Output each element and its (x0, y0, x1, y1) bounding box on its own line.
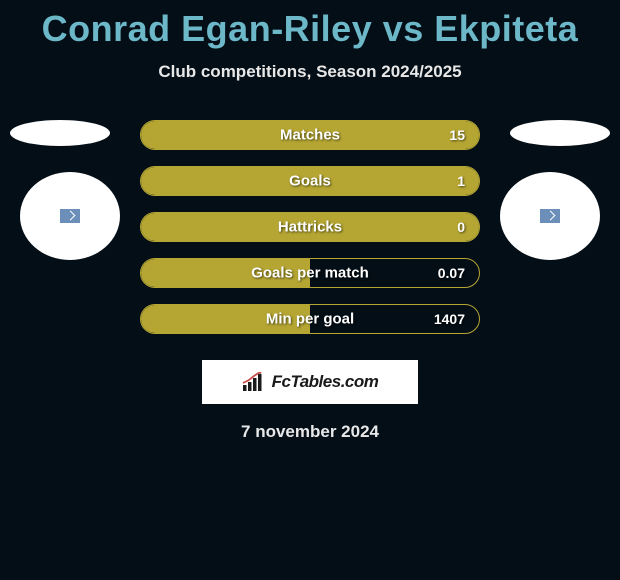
stat-bar: Matches 15 (140, 120, 480, 150)
stat-value: 0 (457, 219, 465, 235)
stat-value: 1407 (434, 311, 465, 327)
stat-value: 0.07 (438, 265, 465, 281)
date-text: 7 november 2024 (0, 422, 620, 442)
logo-text: FcTables.com (272, 372, 379, 392)
player-pill-right (510, 120, 610, 146)
stat-label: Goals per match (251, 265, 369, 282)
comparison-content: Matches 15 Goals 1 Hattricks 0 Goals per… (0, 120, 620, 340)
stat-value: 15 (449, 127, 465, 143)
player-pill-left (10, 120, 110, 146)
stat-bar: Goals per match 0.07 (140, 258, 480, 288)
stat-label: Min per goal (266, 311, 354, 328)
stat-value: 1 (457, 173, 465, 189)
stat-bars: Matches 15 Goals 1 Hattricks 0 Goals per… (140, 120, 480, 350)
stat-label: Goals (289, 173, 331, 190)
stat-label: Hattricks (278, 219, 342, 236)
player-avatar-left (20, 172, 120, 260)
image-placeholder-icon (60, 209, 80, 223)
page-title: Conrad Egan-Riley vs Ekpiteta (0, 0, 620, 50)
image-placeholder-icon (540, 209, 560, 223)
logo-box: FcTables.com (202, 360, 418, 404)
subtitle: Club competitions, Season 2024/2025 (0, 62, 620, 82)
bar-chart-icon (242, 372, 266, 392)
stat-label: Matches (280, 127, 340, 144)
player-avatar-right (500, 172, 600, 260)
stat-bar: Goals 1 (140, 166, 480, 196)
stat-bar: Hattricks 0 (140, 212, 480, 242)
stat-bar: Min per goal 1407 (140, 304, 480, 334)
